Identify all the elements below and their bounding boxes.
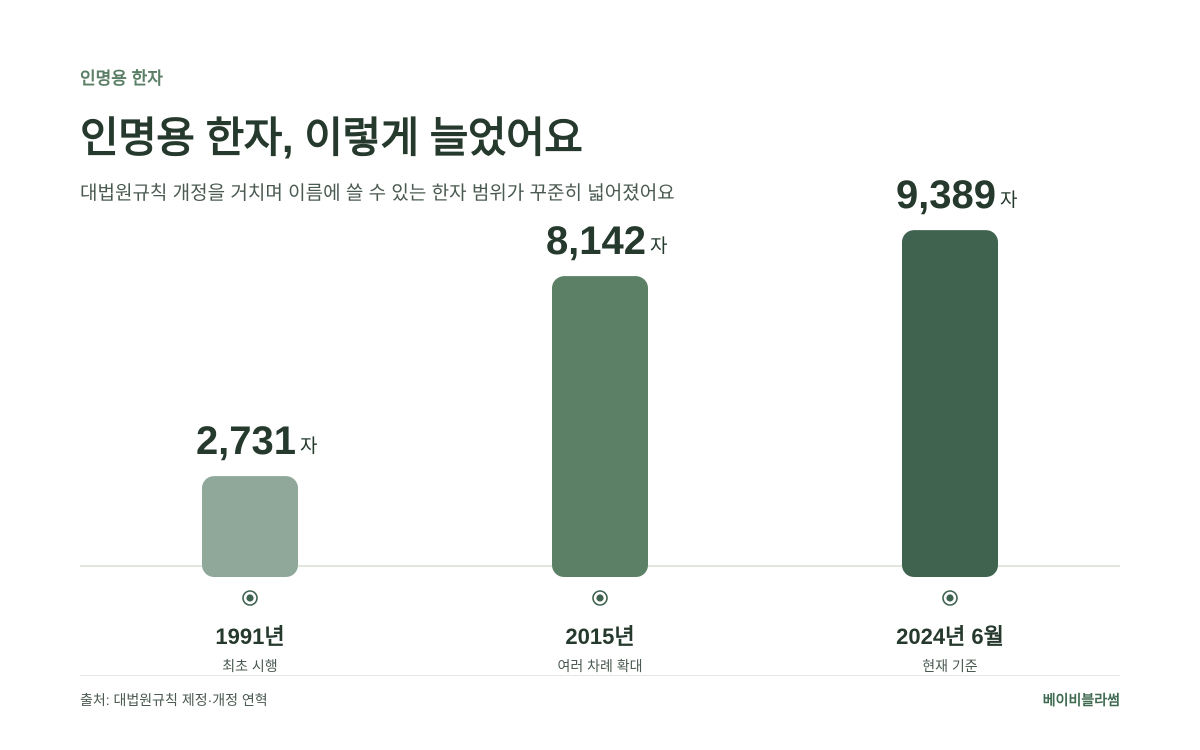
timeline-marker-dot-1 — [246, 594, 254, 602]
category-description-3: 현재 기준 — [922, 658, 978, 674]
value-label-1: 2,731 — [196, 419, 296, 463]
category-description-1: 최초 시행 — [222, 658, 277, 674]
category-label-1: 1991년 — [215, 624, 284, 649]
bar-1 — [202, 476, 298, 577]
footer-divider — [80, 675, 1120, 676]
chart-eyebrow: 인명용 한자 — [80, 69, 163, 88]
chart-subtitle: 대법원규칙 개정을 거치며 이름에 쓸 수 있는 한자 범위가 꾸준히 넓어졌어… — [80, 183, 675, 204]
timeline-marker-dot-2 — [596, 594, 604, 602]
brand-logo-text: 베이비블라썸 — [1042, 692, 1120, 708]
timeline-marker-ring-3 — [942, 590, 958, 606]
category-description-2: 여러 차례 확대 — [557, 658, 642, 674]
value-label-2: 8,142 — [546, 219, 646, 263]
category-label-3: 2024년 6월 — [896, 624, 1004, 649]
chart-title: 인명용 한자, 이렇게 늘었어요 — [80, 114, 583, 161]
timeline-marker-ring-2 — [592, 590, 608, 606]
timeline-marker-ring-1 — [242, 590, 258, 606]
source-note: 출처: 대법원규칙 제정·개정 연혁 — [80, 692, 268, 708]
category-label-2: 2015년 — [565, 624, 634, 649]
bar-3 — [902, 230, 998, 577]
unit-label-1: 자 — [300, 435, 317, 457]
timeline-marker-dot-3 — [946, 594, 954, 602]
unit-label-3: 자 — [1000, 189, 1017, 211]
value-label-3: 9,389 — [896, 173, 996, 217]
unit-label-2: 자 — [650, 235, 667, 257]
bar-2 — [552, 276, 648, 577]
